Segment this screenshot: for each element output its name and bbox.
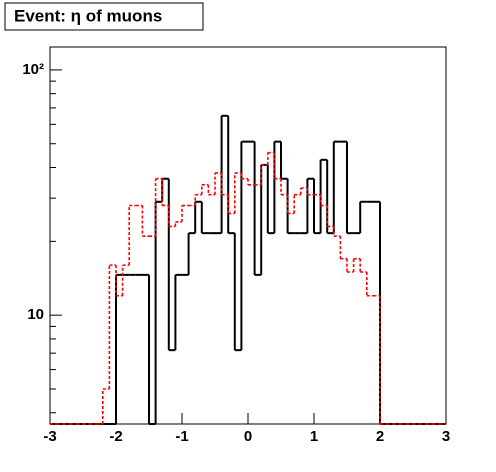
y-tick-label: 10 — [27, 306, 44, 323]
title-box — [4, 2, 204, 31]
x-tick-label: 1 — [310, 428, 318, 445]
x-tick-label: 2 — [376, 428, 384, 445]
x-tick-label: 0 — [244, 428, 252, 445]
y-tick-label: 10² — [22, 61, 44, 78]
chart-title: Event: η of muons — [14, 6, 162, 25]
x-tick-label: -1 — [175, 428, 188, 445]
x-tick-label: -2 — [109, 428, 122, 445]
x-tick-label: 3 — [442, 428, 450, 445]
x-tick-label: -3 — [43, 428, 56, 445]
